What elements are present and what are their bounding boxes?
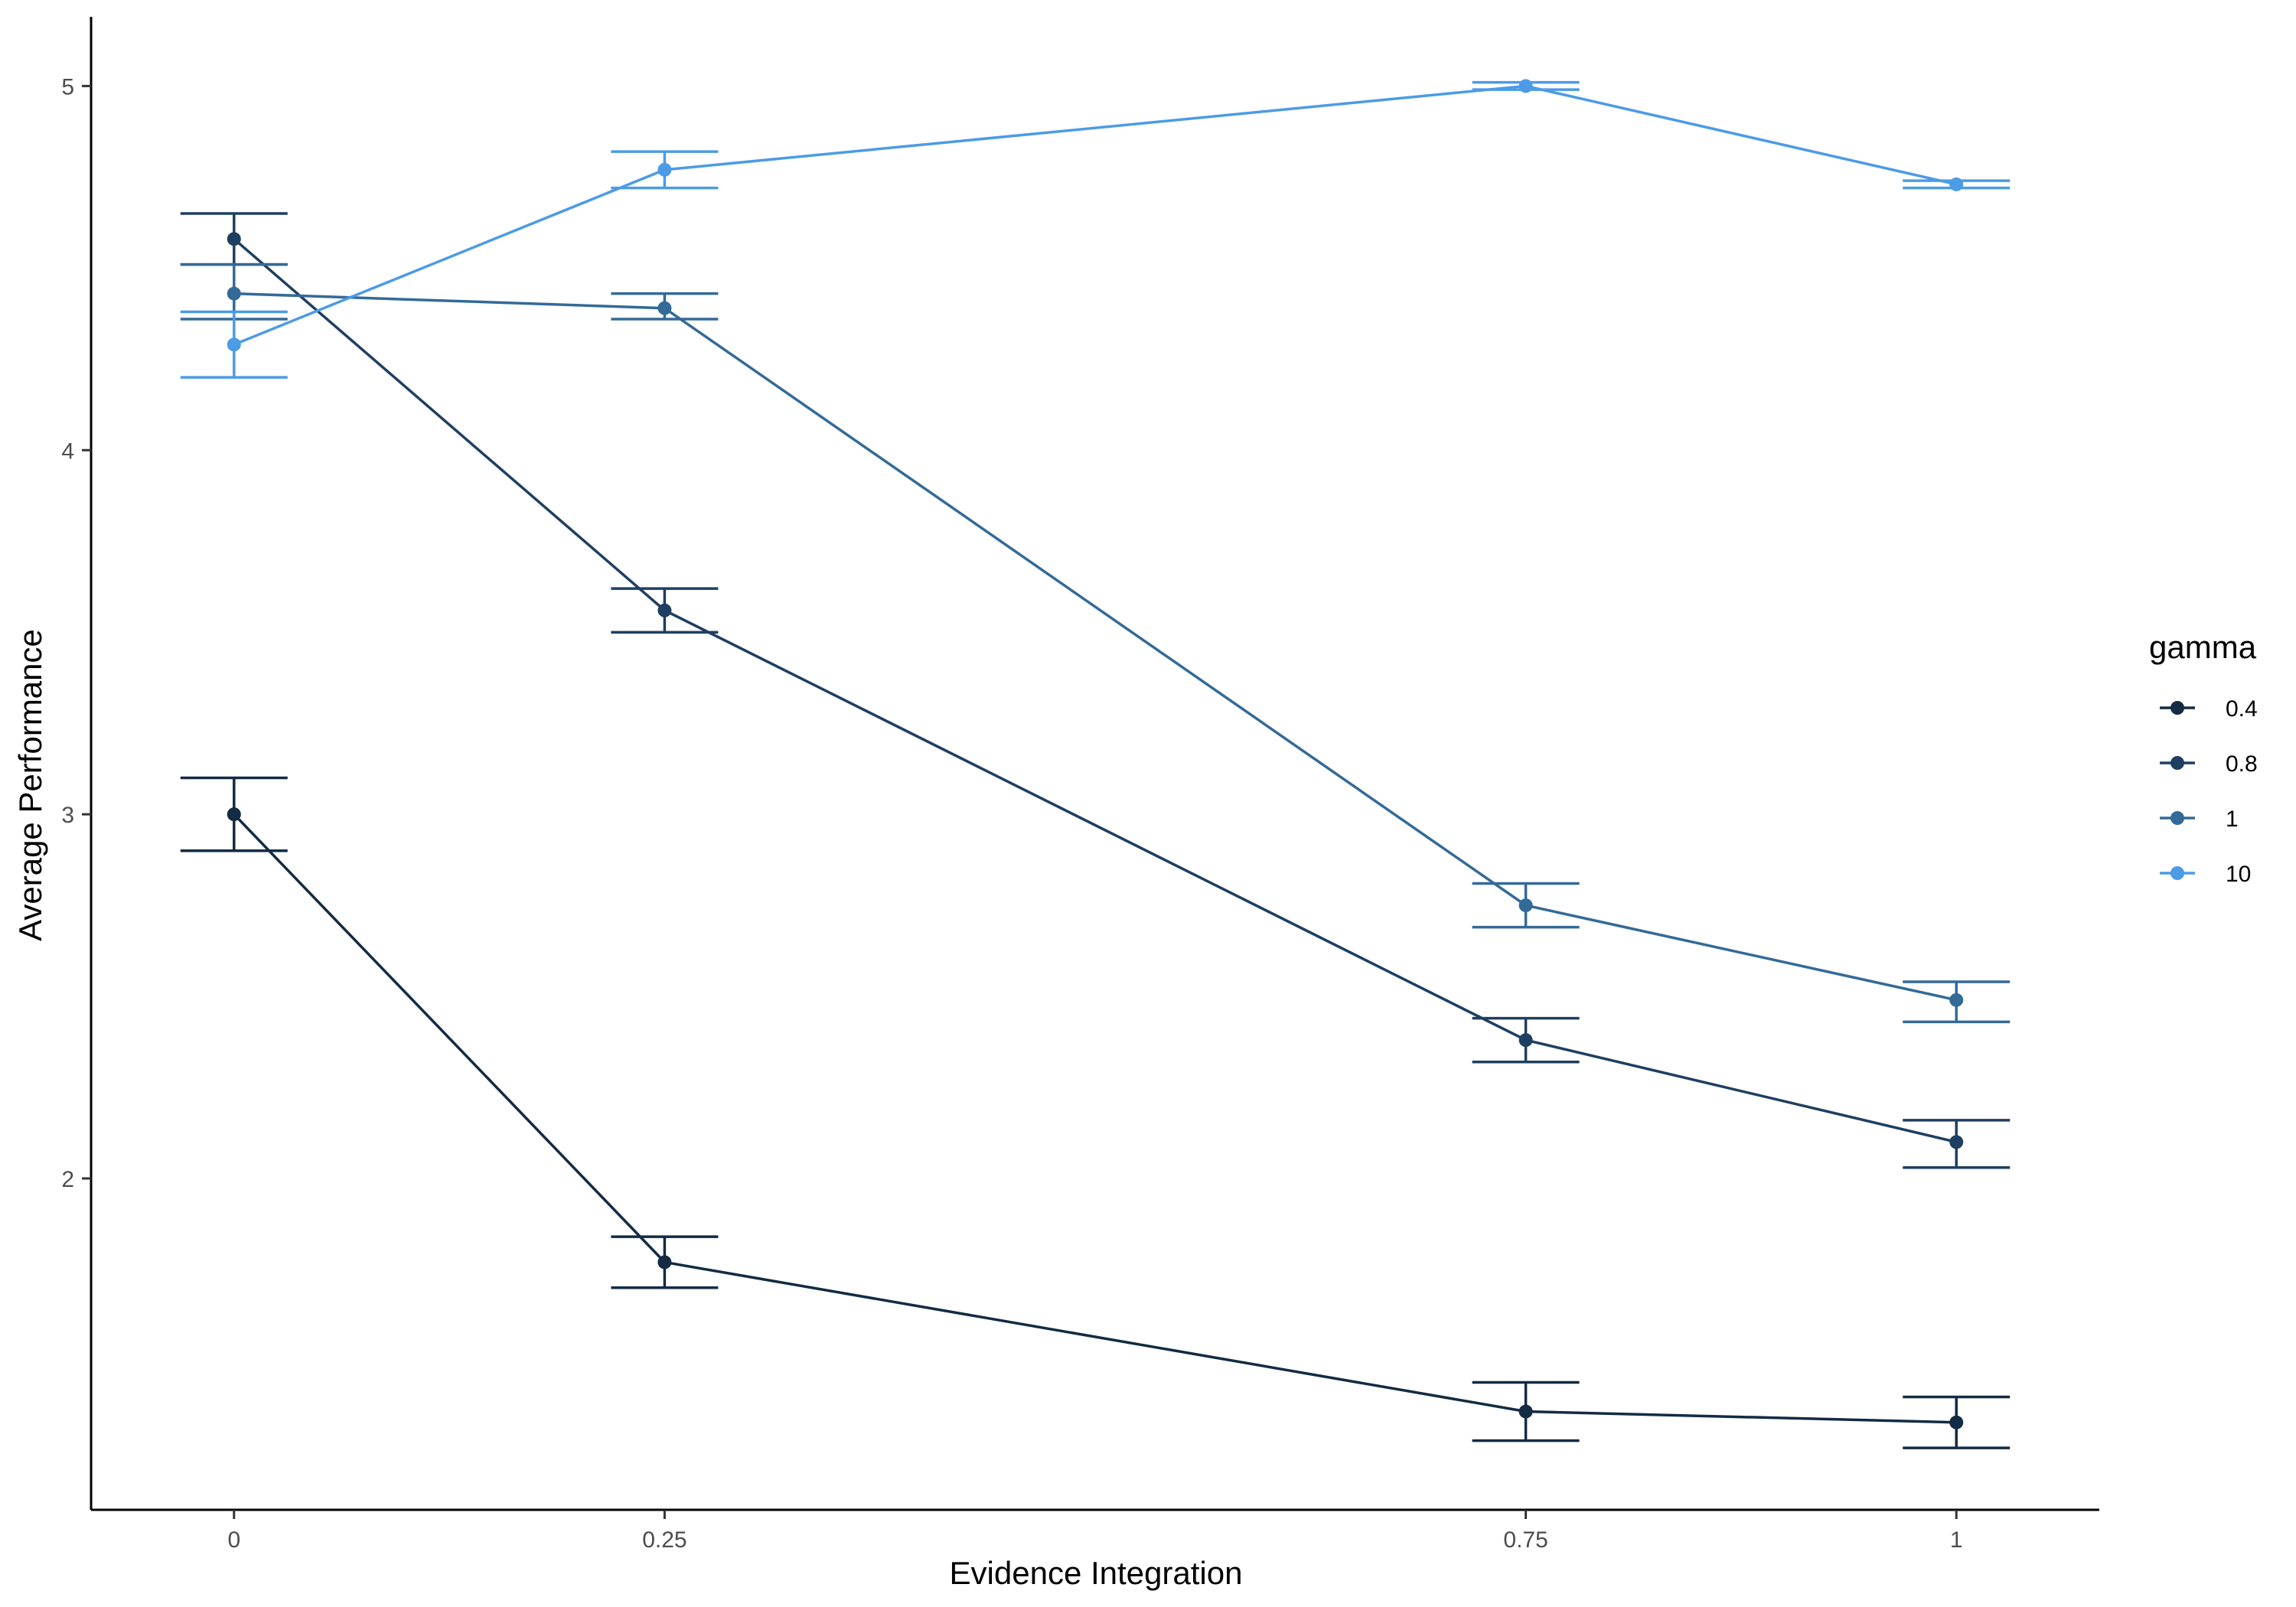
data-point xyxy=(227,807,241,822)
y-tick-label: 3 xyxy=(61,803,74,828)
series-0.8 xyxy=(180,212,2011,1169)
legend-key-point xyxy=(2170,701,2184,715)
data-point xyxy=(1949,177,1964,191)
legend-key-point xyxy=(2170,756,2184,770)
data-point xyxy=(1518,1033,1533,1048)
series-line xyxy=(233,237,1957,1144)
legend-label: 1 xyxy=(2226,807,2239,832)
legend-key-point xyxy=(2170,811,2184,825)
legend-label: 0.4 xyxy=(2226,696,2258,722)
y-tick-label: 4 xyxy=(61,438,74,464)
series-1 xyxy=(180,262,2011,1024)
data-point xyxy=(1949,1415,1964,1429)
series-0.4 xyxy=(180,776,2011,1449)
data-point xyxy=(227,286,241,301)
data-point xyxy=(657,301,672,315)
x-tick-label: 0 xyxy=(227,1527,240,1553)
data-point xyxy=(1518,1404,1533,1419)
data-point xyxy=(227,232,241,246)
series-line xyxy=(233,84,1957,346)
axes: 0 0.25 0.75 1 2 3 4 5 xyxy=(61,17,2099,1553)
series-10 xyxy=(180,79,2011,379)
legend-item-1: 1 xyxy=(2160,807,2239,832)
y-tick-label: 5 xyxy=(61,74,74,99)
x-tick-label: 1 xyxy=(1950,1527,1963,1553)
y-tick-label: 2 xyxy=(61,1167,74,1192)
x-tick-label: 0.75 xyxy=(1503,1527,1548,1553)
legend-label: 0.8 xyxy=(2226,751,2258,777)
series-line xyxy=(233,813,1957,1424)
x-tick-label: 0.25 xyxy=(642,1527,687,1553)
plot-area xyxy=(180,79,2011,1449)
y-axis-title: Average Performance xyxy=(12,629,48,941)
x-axis-title: Evidence Integration xyxy=(950,1555,1243,1591)
data-point xyxy=(1949,993,1964,1007)
data-point xyxy=(657,162,672,177)
legend-item-0.4: 0.4 xyxy=(2160,696,2258,722)
legend: gamma 0.4 0.8 1 10 xyxy=(2149,629,2258,887)
legend-item-0.8: 0.8 xyxy=(2160,751,2258,777)
data-point xyxy=(1518,79,1533,93)
legend-key-point xyxy=(2170,866,2184,880)
legend-item-10: 10 xyxy=(2160,862,2251,887)
data-point xyxy=(1518,898,1533,913)
legend-label: 10 xyxy=(2226,862,2251,887)
legend-title: gamma xyxy=(2149,629,2257,665)
data-point xyxy=(1949,1135,1964,1149)
data-point xyxy=(657,1255,672,1270)
series-line xyxy=(233,292,1957,1002)
data-point xyxy=(227,337,241,352)
data-point xyxy=(657,603,672,618)
